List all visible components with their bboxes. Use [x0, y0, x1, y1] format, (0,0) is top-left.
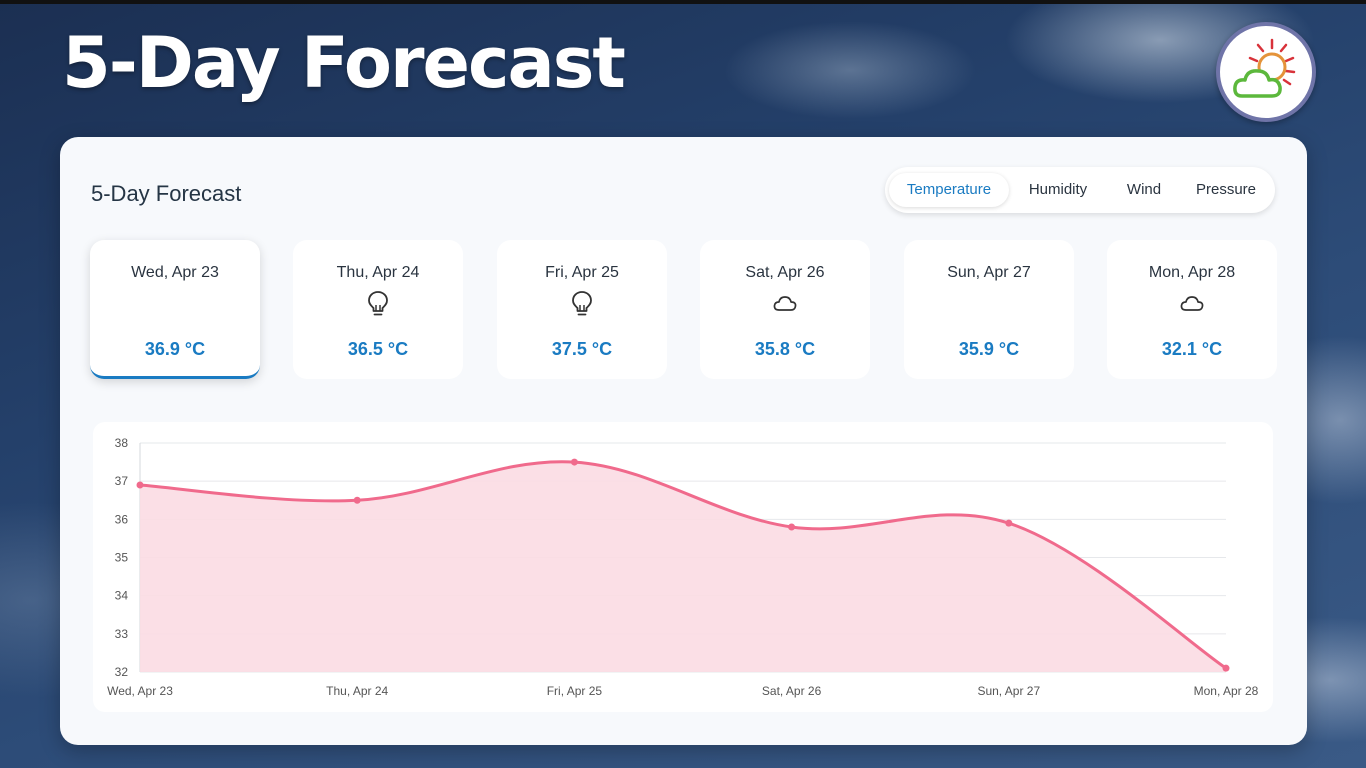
- x-tick-label: Mon, Apr 28: [1194, 684, 1259, 698]
- day-date: Sun, Apr 27: [947, 264, 1031, 281]
- metric-tabs: Temperature Humidity Wind Pressure: [885, 167, 1275, 213]
- data-point: [353, 496, 361, 504]
- y-tick-label: 34: [115, 589, 129, 603]
- panel-title: 5-Day Forecast: [91, 181, 242, 206]
- x-tick-label: Wed, Apr 23: [107, 684, 173, 698]
- day-temp: 35.9 °C: [958, 339, 1020, 359]
- data-point: [1005, 519, 1013, 527]
- day-card-thu[interactable]: Thu, Apr 24 36.5 °C: [293, 240, 463, 379]
- data-point: [1222, 664, 1230, 672]
- x-tick-label: Thu, Apr 24: [326, 684, 388, 698]
- series-line: [139, 460, 1227, 670]
- tab-humidity[interactable]: Humidity: [1028, 181, 1088, 198]
- y-tick-label: 35: [115, 551, 129, 565]
- data-point: [570, 458, 578, 466]
- day-date: Wed, Apr 23: [131, 264, 219, 281]
- y-tick-label: 37: [115, 474, 129, 488]
- data-point: [136, 481, 144, 489]
- day-date: Fri, Apr 25: [545, 264, 619, 281]
- data-point: [788, 523, 796, 531]
- cloud-icon: [1180, 296, 1204, 311]
- lightbulb-icon: [368, 291, 388, 316]
- day-card-mon[interactable]: Mon, Apr 28 32.1 °C: [1107, 240, 1277, 379]
- app-logo: [1216, 22, 1316, 122]
- x-tick-label: Fri, Apr 25: [547, 684, 603, 698]
- x-tick-label: Sat, Apr 26: [762, 684, 822, 698]
- x-tick-label: Sun, Apr 27: [977, 684, 1040, 698]
- y-tick-label: 32: [115, 665, 129, 679]
- tab-wind[interactable]: Wind: [1126, 181, 1162, 198]
- day-card-fri[interactable]: Fri, Apr 25 37.5 °C: [497, 240, 667, 379]
- sun-cloud-icon: [1233, 38, 1296, 98]
- y-tick-label: 33: [115, 627, 129, 641]
- day-date: Mon, Apr 28: [1148, 264, 1236, 281]
- day-date: Thu, Apr 24: [336, 264, 420, 281]
- day-temp: 35.8 °C: [754, 339, 816, 359]
- y-tick-label: 38: [115, 436, 129, 450]
- cloud-icon: [773, 296, 797, 311]
- day-card-sun[interactable]: Sun, Apr 27 35.9 °C: [904, 240, 1074, 379]
- day-temp: 32.1 °C: [1161, 339, 1223, 359]
- day-temp: 36.5 °C: [347, 339, 409, 359]
- area-fill: [140, 461, 1226, 672]
- chart-svg: 32 33 34 35 36 37 38 Wed, Apr 23 Thu, Apr 24 Fri,…: [107, 436, 1259, 698]
- top-border: [0, 0, 1366, 4]
- y-tick-label: 36: [115, 512, 129, 526]
- day-date: Sat, Apr 26: [745, 264, 825, 281]
- day-card-sat[interactable]: Sat, Apr 26 35.8 °C: [700, 240, 870, 379]
- forecast-panel: 5-Day Forecast Temperature Humidity Wind…: [60, 137, 1307, 745]
- day-temp: 36.9 °C: [144, 339, 206, 359]
- temperature-chart: 32 33 34 35 36 37 38 Wed, Apr 23 Thu, Apr 24 Fri,…: [93, 422, 1273, 712]
- tab-pressure[interactable]: Pressure: [1195, 181, 1257, 198]
- day-card-wed[interactable]: Wed, Apr 23 36.9 °C: [90, 240, 260, 379]
- tab-temperature[interactable]: Temperature: [889, 173, 1009, 207]
- page-title: 5-Day Forecast: [62, 22, 626, 104]
- lightbulb-icon: [572, 291, 592, 316]
- day-temp: 37.5 °C: [551, 339, 613, 359]
